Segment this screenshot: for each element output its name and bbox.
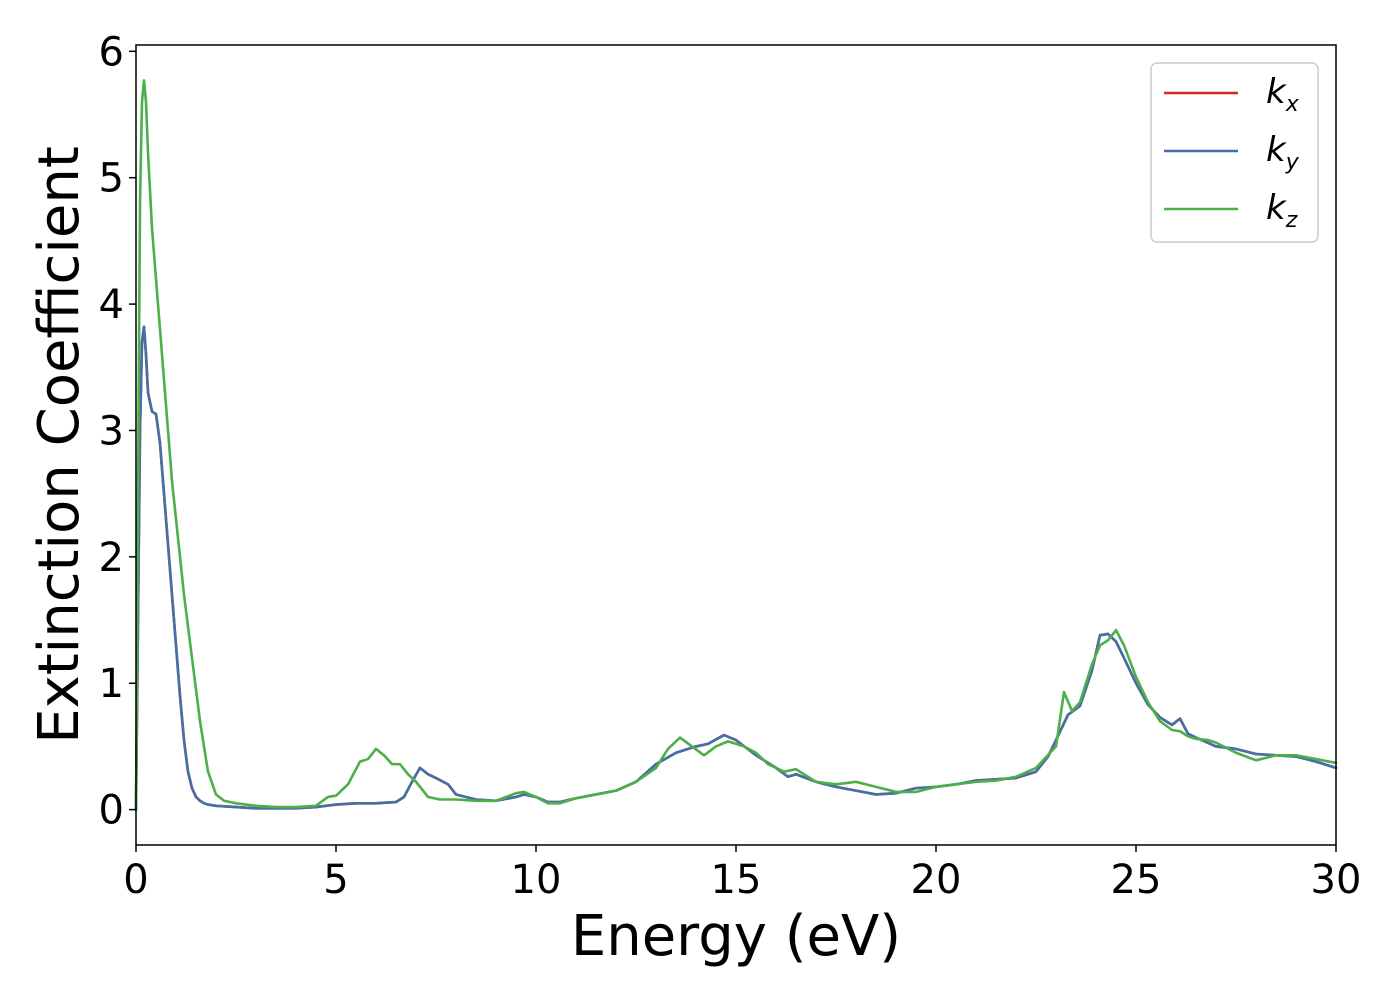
x-tick-label: 15 [711, 857, 762, 903]
legend-label-x: kx [1266, 72, 1300, 117]
y-tick-label: 0 [99, 788, 124, 834]
y-tick-label: 3 [99, 408, 124, 454]
x-tick-label: 0 [123, 857, 148, 903]
x-tick-label: 10 [511, 857, 562, 903]
x-axis-ticks: 0 5 10 15 20 25 30 [123, 845, 1361, 903]
x-axis-label: Energy (eV) [571, 904, 901, 969]
y-tick-label: 6 [99, 29, 124, 75]
y-tick-label: 4 [99, 282, 124, 328]
legend: kx ky kz [1150, 62, 1319, 243]
y-axis-label: Extinction Coefficient [27, 146, 92, 744]
legend-label-y: ky [1266, 130, 1300, 175]
y-axis-ticks: 0 1 2 3 4 5 6 [99, 29, 136, 834]
y-tick-label: 1 [99, 661, 124, 707]
series-layer [134, 79, 1338, 811]
plot-background [136, 45, 1336, 845]
series-line-z [134, 79, 1338, 811]
legend-label-z: kz [1266, 188, 1298, 233]
y-tick-label: 5 [99, 156, 124, 202]
x-tick-label: 20 [911, 857, 962, 903]
x-tick-label: 25 [1111, 857, 1162, 903]
legend-box [1150, 62, 1319, 243]
x-tick-label: 5 [323, 857, 348, 903]
x-tick-label: 30 [1311, 857, 1362, 903]
y-tick-label: 2 [99, 535, 124, 581]
